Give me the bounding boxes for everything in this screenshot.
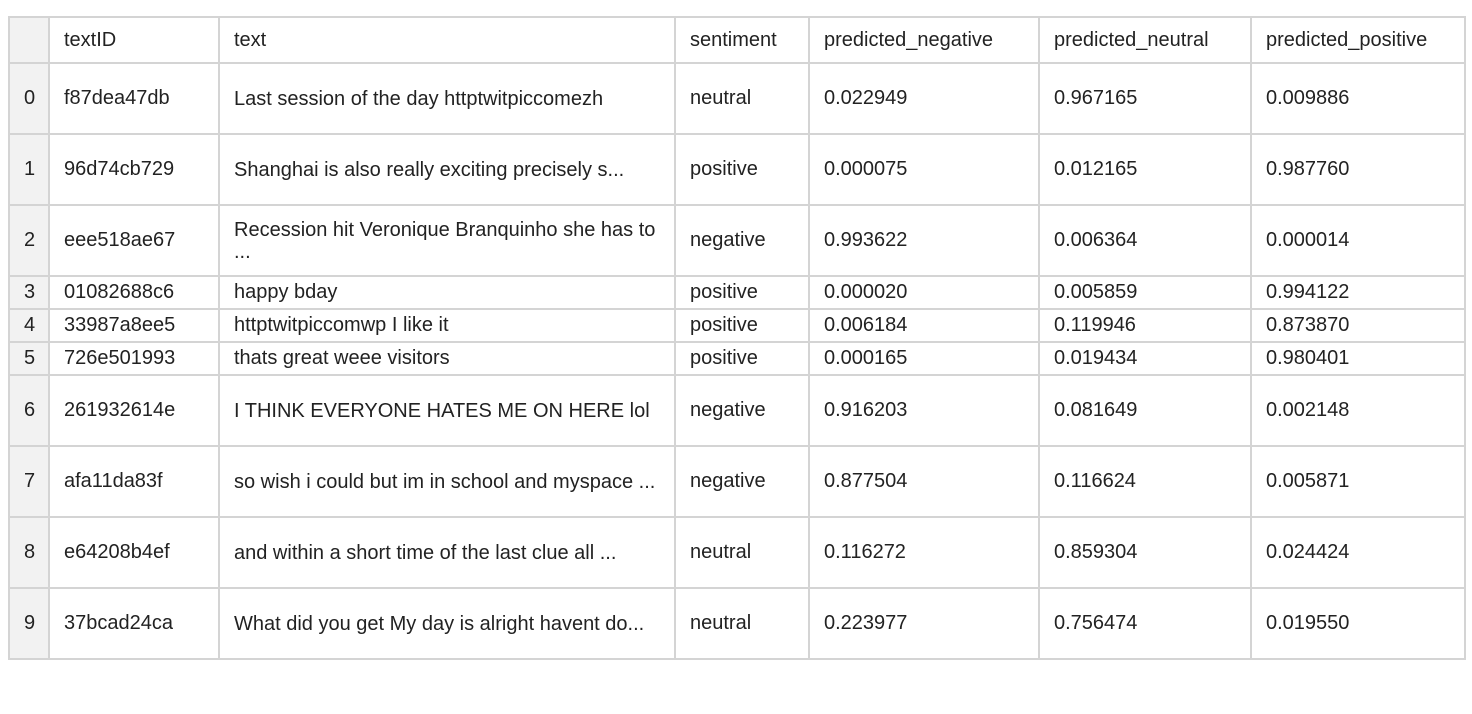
column-header-predicted-neutral: predicted_neutral bbox=[1038, 16, 1252, 64]
cell-text: so wish i could but im in school and mys… bbox=[218, 445, 676, 518]
table-row: 1 96d74cb729 Shanghai is also really exc… bbox=[8, 133, 1466, 206]
cell-predicted-positive: 0.002148 bbox=[1250, 374, 1466, 447]
cell-predicted-neutral: 0.081649 bbox=[1038, 374, 1252, 447]
row-index: 7 bbox=[8, 445, 50, 518]
cell-sentiment: positive bbox=[674, 133, 810, 206]
cell-textid: afa11da83f bbox=[48, 445, 220, 518]
row-index: 3 bbox=[8, 275, 50, 310]
table-row: 9 37bcad24ca What did you get My day is … bbox=[8, 587, 1466, 660]
row-index: 0 bbox=[8, 62, 50, 135]
cell-sentiment: positive bbox=[674, 275, 810, 310]
column-header-textid: textID bbox=[48, 16, 220, 64]
cell-predicted-positive: 0.873870 bbox=[1250, 308, 1466, 343]
cell-predicted-neutral: 0.019434 bbox=[1038, 341, 1252, 376]
row-index: 6 bbox=[8, 374, 50, 447]
cell-text: Shanghai is also really exciting precise… bbox=[218, 133, 676, 206]
cell-sentiment: negative bbox=[674, 204, 810, 277]
cell-predicted-negative: 0.877504 bbox=[808, 445, 1040, 518]
cell-predicted-positive: 0.000014 bbox=[1250, 204, 1466, 277]
index-column-header bbox=[8, 16, 50, 64]
cell-predicted-negative: 0.223977 bbox=[808, 587, 1040, 660]
cell-predicted-positive: 0.005871 bbox=[1250, 445, 1466, 518]
table-row: 7 afa11da83f so wish i could but im in s… bbox=[8, 445, 1466, 518]
cell-predicted-positive: 0.009886 bbox=[1250, 62, 1466, 135]
cell-predicted-neutral: 0.967165 bbox=[1038, 62, 1252, 135]
cell-predicted-negative: 0.000165 bbox=[808, 341, 1040, 376]
table-row: 3 01082688c6 happy bday positive 0.00002… bbox=[8, 275, 1466, 310]
column-header-predicted-negative: predicted_negative bbox=[808, 16, 1040, 64]
cell-predicted-negative: 0.006184 bbox=[808, 308, 1040, 343]
cell-predicted-positive: 0.980401 bbox=[1250, 341, 1466, 376]
cell-text: happy bday bbox=[218, 275, 676, 310]
cell-predicted-negative: 0.116272 bbox=[808, 516, 1040, 589]
cell-predicted-negative: 0.022949 bbox=[808, 62, 1040, 135]
cell-textid: 96d74cb729 bbox=[48, 133, 220, 206]
header-row: textID text sentiment predicted_negative… bbox=[8, 16, 1466, 64]
cell-textid: e64208b4ef bbox=[48, 516, 220, 589]
column-header-predicted-positive: predicted_positive bbox=[1250, 16, 1466, 64]
row-index: 8 bbox=[8, 516, 50, 589]
table-row: 4 33987a8ee5 httptwitpiccomwp I like it … bbox=[8, 308, 1466, 343]
column-header-text: text bbox=[218, 16, 676, 64]
cell-sentiment: negative bbox=[674, 374, 810, 447]
cell-sentiment: positive bbox=[674, 341, 810, 376]
cell-textid: f87dea47db bbox=[48, 62, 220, 135]
table-row: 6 261932614e I THINK EVERYONE HATES ME O… bbox=[8, 374, 1466, 447]
cell-predicted-neutral: 0.119946 bbox=[1038, 308, 1252, 343]
cell-textid: 261932614e bbox=[48, 374, 220, 447]
cell-textid: 726e501993 bbox=[48, 341, 220, 376]
cell-textid: 01082688c6 bbox=[48, 275, 220, 310]
row-index: 9 bbox=[8, 587, 50, 660]
cell-predicted-neutral: 0.005859 bbox=[1038, 275, 1252, 310]
table-header: textID text sentiment predicted_negative… bbox=[8, 16, 1466, 64]
cell-sentiment: negative bbox=[674, 445, 810, 518]
cell-sentiment: positive bbox=[674, 308, 810, 343]
table-row: 0 f87dea47db Last session of the day htt… bbox=[8, 62, 1466, 135]
cell-textid: 33987a8ee5 bbox=[48, 308, 220, 343]
cell-text: thats great weee visitors bbox=[218, 341, 676, 376]
table-row: 5 726e501993 thats great weee visitors p… bbox=[8, 341, 1466, 376]
cell-predicted-neutral: 0.756474 bbox=[1038, 587, 1252, 660]
cell-predicted-negative: 0.000020 bbox=[808, 275, 1040, 310]
cell-textid: 37bcad24ca bbox=[48, 587, 220, 660]
cell-text: What did you get My day is alright haven… bbox=[218, 587, 676, 660]
table-row: 2 eee518ae67 Recession hit Veronique Bra… bbox=[8, 204, 1466, 277]
cell-text: Last session of the day httptwitpiccomez… bbox=[218, 62, 676, 135]
table-row: 8 e64208b4ef and within a short time of … bbox=[8, 516, 1466, 589]
cell-predicted-positive: 0.019550 bbox=[1250, 587, 1466, 660]
row-index: 2 bbox=[8, 204, 50, 277]
cell-sentiment: neutral bbox=[674, 516, 810, 589]
cell-predicted-neutral: 0.012165 bbox=[1038, 133, 1252, 206]
cell-predicted-neutral: 0.859304 bbox=[1038, 516, 1252, 589]
cell-textid: eee518ae67 bbox=[48, 204, 220, 277]
dataframe-table: textID text sentiment predicted_negative… bbox=[8, 16, 1466, 660]
cell-predicted-neutral: 0.116624 bbox=[1038, 445, 1252, 518]
cell-sentiment: neutral bbox=[674, 62, 810, 135]
cell-predicted-positive: 0.024424 bbox=[1250, 516, 1466, 589]
cell-text: I THINK EVERYONE HATES ME ON HERE lol bbox=[218, 374, 676, 447]
table-body: 0 f87dea47db Last session of the day htt… bbox=[8, 62, 1466, 660]
cell-text: Recession hit Veronique Branquinho she h… bbox=[218, 204, 676, 277]
cell-text: and within a short time of the last clue… bbox=[218, 516, 676, 589]
row-index: 4 bbox=[8, 308, 50, 343]
cell-predicted-negative: 0.993622 bbox=[808, 204, 1040, 277]
cell-sentiment: neutral bbox=[674, 587, 810, 660]
dataframe-container: textID text sentiment predicted_negative… bbox=[8, 16, 1466, 660]
cell-predicted-positive: 0.994122 bbox=[1250, 275, 1466, 310]
column-header-sentiment: sentiment bbox=[674, 16, 810, 64]
cell-predicted-negative: 0.000075 bbox=[808, 133, 1040, 206]
cell-predicted-positive: 0.987760 bbox=[1250, 133, 1466, 206]
row-index: 5 bbox=[8, 341, 50, 376]
cell-predicted-neutral: 0.006364 bbox=[1038, 204, 1252, 277]
row-index: 1 bbox=[8, 133, 50, 206]
cell-predicted-negative: 0.916203 bbox=[808, 374, 1040, 447]
cell-text: httptwitpiccomwp I like it bbox=[218, 308, 676, 343]
